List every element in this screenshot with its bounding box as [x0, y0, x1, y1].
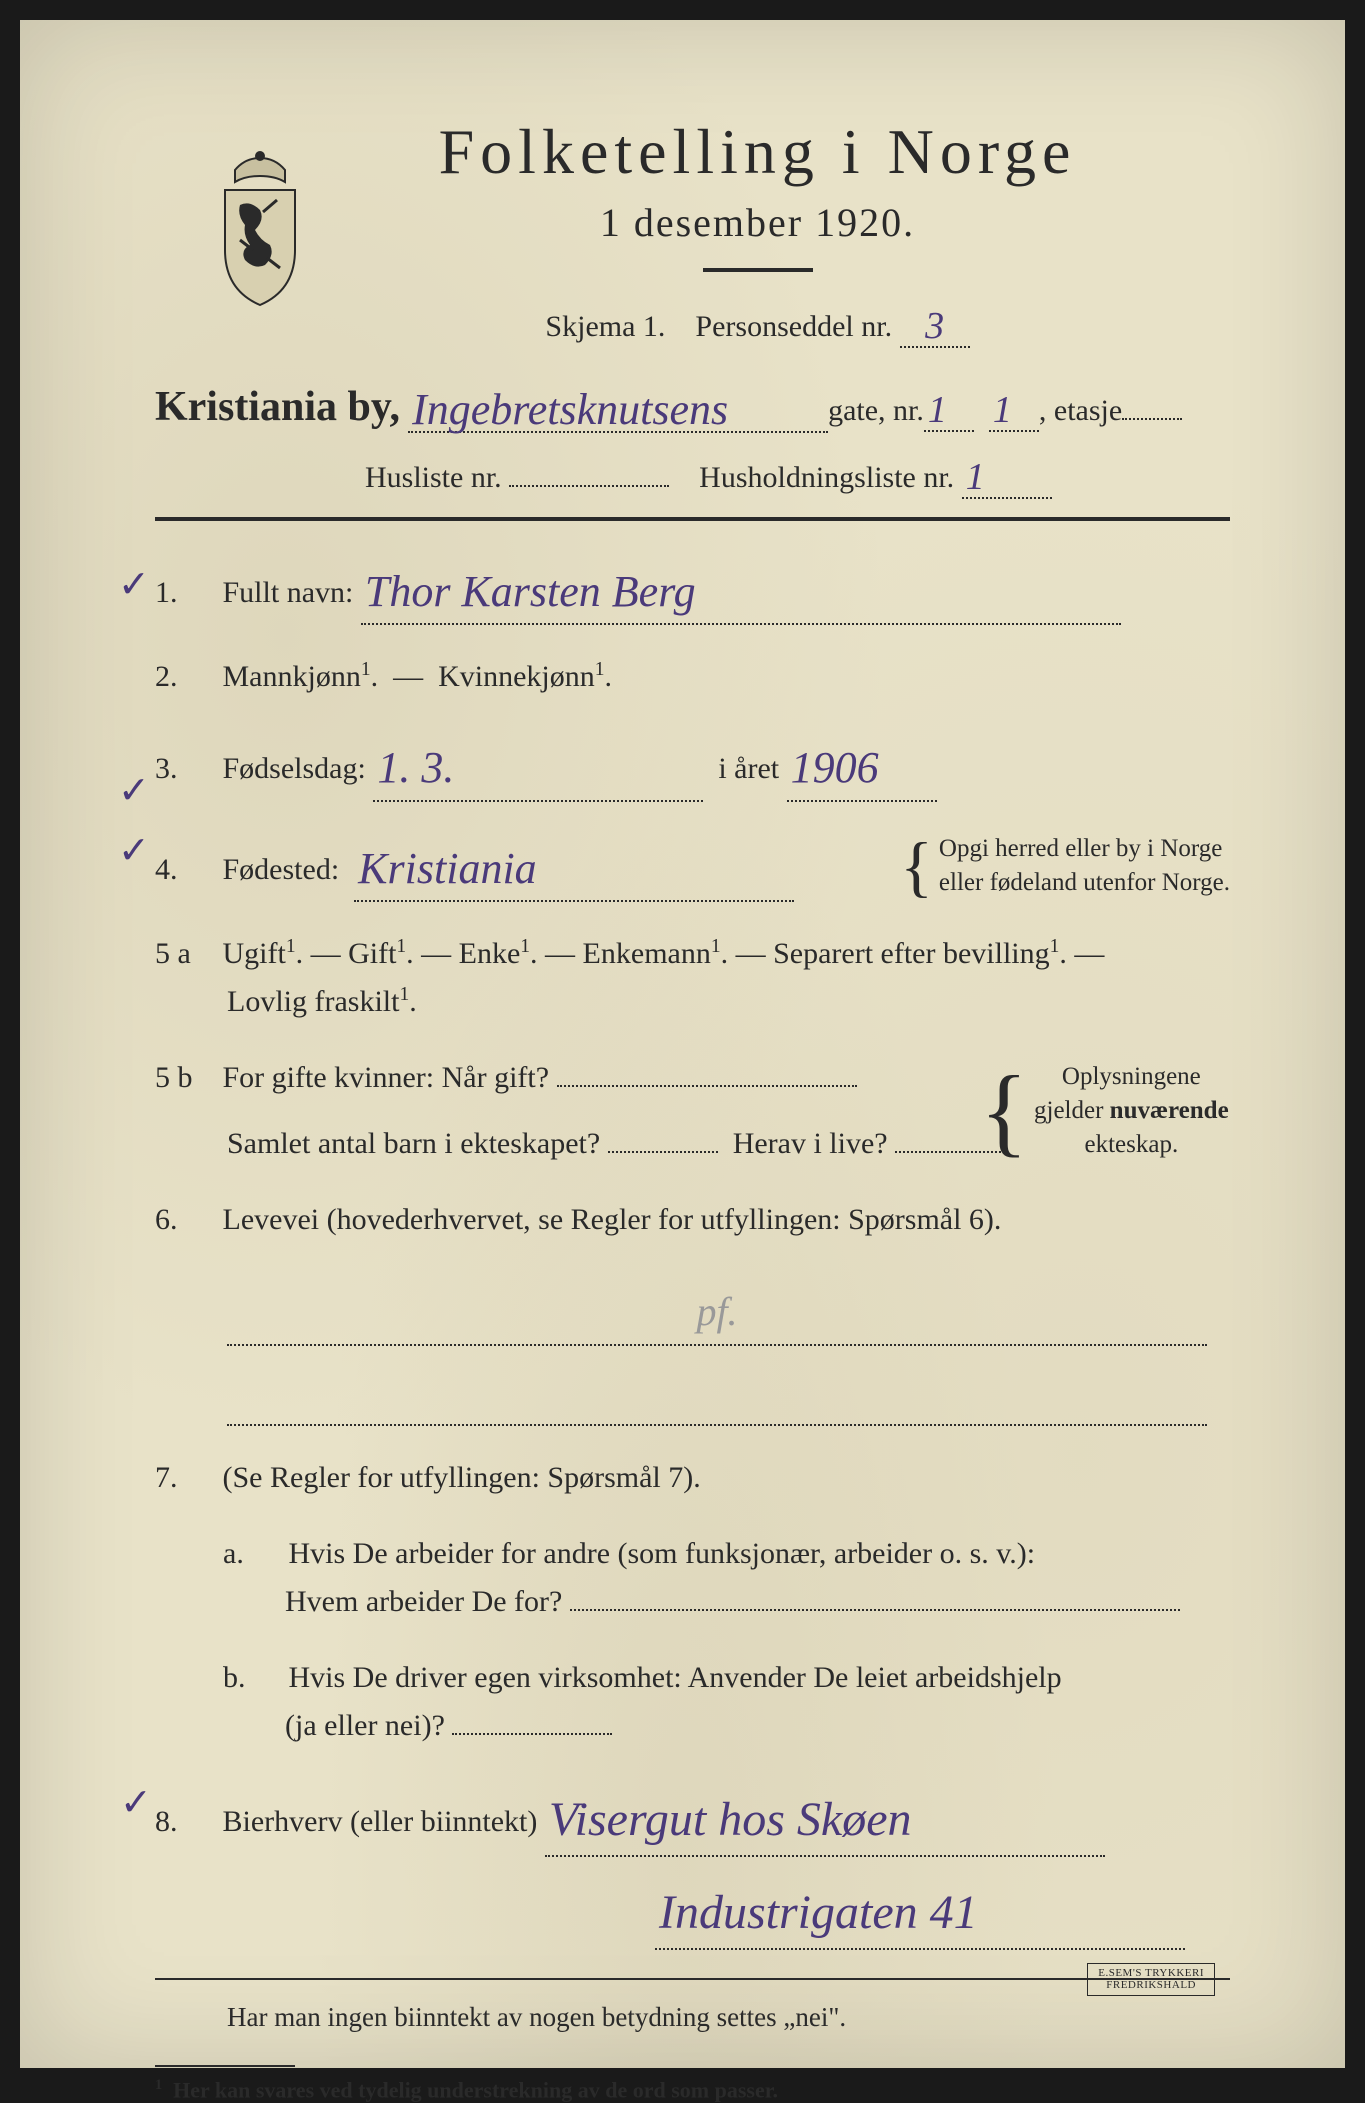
etasje-label: , etasje	[1039, 394, 1122, 428]
q5a-enkemann: Enkemann1.	[583, 937, 729, 970]
q4-value: Kristiania	[358, 844, 537, 893]
q5b-num: 5 b	[155, 1054, 215, 1102]
q4-num: 4.	[155, 846, 215, 894]
q5a-ugift: Ugift1.	[223, 937, 304, 970]
q3-num: 3.	[155, 745, 215, 793]
q2-male: Mannkjønn1.	[223, 660, 379, 693]
question-5a: 5 a Ugift1. — Gift1. — Enke1. — Enkemann…	[155, 930, 1230, 1026]
q7b-text1: Hvis De driver egen virksomhet: Anvender…	[289, 1661, 1062, 1694]
q5b-herav: Herav i live?	[733, 1127, 888, 1160]
q7-num: 7.	[155, 1454, 215, 1502]
question-5b: 5 b For gifte kvinner: Når gift? Samlet …	[155, 1054, 1230, 1168]
header-divider	[703, 268, 813, 272]
q2-female: Kvinnekjønn1.	[438, 660, 612, 693]
footnote-text: 1 Her kan svares ved tydelig understrekn…	[155, 2077, 1230, 2103]
q7a-text1: Hvis De arbeider for andre (som funksjon…	[289, 1537, 1036, 1570]
section-rule	[155, 517, 1230, 521]
gate-nr: 1	[928, 389, 947, 431]
q5a-gift: Gift1.	[348, 937, 414, 970]
street-value: Ingebretsknutsens	[412, 385, 728, 434]
census-form-page: ✓ ✓ ✓ ✓ Folketelling i Norge 1 desember …	[20, 20, 1345, 2068]
husholdning-nr: 1	[966, 456, 985, 498]
q8-num: 8.	[155, 1798, 215, 1846]
city-label: Kristiania by,	[155, 383, 400, 431]
etasje-nr: 1	[993, 389, 1012, 431]
question-2: 2. Mannkjønn1. — Kvinnekjønn1.	[155, 653, 1230, 701]
footnote-rule	[155, 2065, 295, 2067]
question-3: 3. Fødselsdag: 1. 3. i året 1906	[155, 729, 1230, 801]
question-4: 4. Fødested: Kristiania { Opgi herred el…	[155, 830, 1230, 902]
q6-num: 6.	[155, 1196, 215, 1244]
q5a-separert: Separert efter bevilling1.	[773, 937, 1067, 970]
q5b-note1: Oplysningene	[1034, 1060, 1229, 1094]
form-title: Folketelling i Norge	[285, 115, 1230, 189]
skjema-label: Skjema 1.	[545, 310, 665, 343]
q5a-num: 5 a	[155, 930, 215, 978]
q6-label: Levevei (hovederhvervet, se Regler for u…	[223, 1203, 1002, 1236]
husliste-label: Husliste nr.	[365, 461, 502, 494]
form-header: Folketelling i Norge 1 desember 1920. Sk…	[285, 115, 1230, 348]
q3-day: 1. 3.	[377, 743, 454, 792]
printer-mark: E.SEM'S TRYKKERI FREDRIKSHALD	[1087, 1963, 1215, 1996]
q1-num: 1.	[155, 569, 215, 617]
personseddel-nr: 3	[925, 305, 944, 347]
q8-label: Bierhverv (eller biinntekt)	[223, 1805, 538, 1838]
question-7a: a. Hvis De arbeider for andre (som funks…	[155, 1530, 1230, 1626]
q6-value: pf.	[696, 1289, 737, 1334]
q8-rule	[155, 1978, 1230, 1980]
printer-line1: E.SEM'S TRYKKERI	[1098, 1967, 1204, 1980]
husliste-line: Husliste nr. Husholdningsliste nr. 1	[365, 453, 1230, 499]
q8-value1: Visergut hos Skøen	[549, 1793, 912, 1846]
margin-checkmark-q4: ✓	[118, 828, 150, 873]
coat-of-arms-icon	[205, 150, 315, 310]
question-7b: b. Hvis De driver egen virksomhet: Anven…	[155, 1654, 1230, 1750]
personseddel-label: Personseddel nr.	[695, 310, 892, 343]
q1-value: Thor Karsten Berg	[365, 567, 696, 616]
q8-note: Har man ingen biinntekt av nogen betydni…	[227, 1996, 1230, 2039]
question-1: 1. Fullt navn: Thor Karsten Berg	[155, 553, 1230, 625]
q4-note-a: Opgi herred eller by i Norge	[939, 832, 1230, 866]
q5b-note3: ekteskap.	[1034, 1128, 1229, 1162]
q1-label: Fullt navn:	[223, 576, 354, 609]
husholdning-label: Husholdningsliste nr.	[699, 461, 954, 494]
question-8: 8. Bierhverv (eller biinntekt) Visergut …	[155, 1778, 1230, 1950]
q4-note-b: eller fødeland utenfor Norge.	[939, 866, 1230, 900]
q4-note-block: { Opgi herred eller by i Norge eller fød…	[900, 832, 1230, 900]
q5a-fraskilt: Lovlig fraskilt1.	[227, 985, 417, 1018]
question-7: 7. (Se Regler for utfyllingen: Spørsmål …	[155, 1454, 1230, 1502]
q7b-label: b.	[223, 1654, 281, 1702]
q2-num: 2.	[155, 653, 215, 701]
q3-year: 1906	[791, 743, 879, 792]
footnote-area: 1 Her kan svares ved tydelig understrekn…	[155, 2065, 1230, 2103]
q7b-text2: (ja eller nei)?	[285, 1709, 445, 1742]
q7-label: (Se Regler for utfyllingen: Spørsmål 7).	[223, 1461, 701, 1494]
q8-value2: Industrigaten 41	[659, 1886, 978, 1939]
printer-line2: FREDRIKSHALD	[1098, 1979, 1204, 1992]
q5b-barn: Samlet antal barn i ekteskapet?	[227, 1127, 600, 1160]
question-6: 6. Levevei (hovederhvervet, se Regler fo…	[155, 1196, 1230, 1426]
margin-checkmark-top: ✓	[118, 562, 150, 607]
q7a-text2: Hvem arbeider De for?	[285, 1585, 562, 1618]
q4-label: Fødested:	[223, 853, 340, 886]
q5b-label: For gifte kvinner: Når gift?	[223, 1061, 550, 1094]
address-line: Kristiania by, Ingebretsknutsens gate, n…	[155, 380, 1230, 433]
gate-label: gate, nr.	[828, 394, 924, 428]
margin-checkmark-q3: ✓	[118, 768, 150, 813]
q7a-label: a.	[223, 1530, 281, 1578]
margin-checkmark-q8: ✓	[120, 1780, 152, 1825]
q5b-note-block: { Oplysningene gjelder nuværende ekteska…	[980, 1060, 1230, 1161]
q3-year-label: i året	[718, 752, 779, 785]
skjema-line: Skjema 1. Personseddel nr. 3	[285, 302, 1230, 348]
q5a-enke: Enke1.	[459, 937, 538, 970]
q5b-note2: gjelder nuværende	[1034, 1094, 1229, 1128]
form-date: 1 desember 1920.	[285, 199, 1230, 246]
q3-label: Fødselsdag:	[223, 752, 366, 785]
